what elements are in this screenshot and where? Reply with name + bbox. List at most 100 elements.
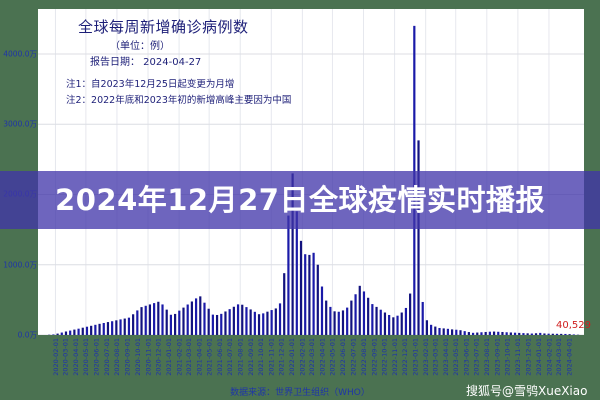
bar [463,331,466,335]
bar [312,252,315,335]
x-tick-label: 2024-04-01 [566,338,574,376]
bar [572,334,575,335]
bar [551,333,554,335]
x-tick-label: 2022-02-01 [299,338,307,376]
x-tick-label: 2021-06-01 [216,338,224,376]
bar [388,314,391,335]
bar [505,332,508,335]
x-tick-label: 2020-07-01 [103,338,111,376]
bar [194,298,198,335]
bar [182,307,185,335]
x-tick-label: 2023-11-01 [514,338,522,376]
bar [270,310,273,335]
bar [425,320,429,335]
bar [241,304,244,335]
bar [325,300,328,335]
bar [165,309,168,335]
bar [199,296,202,335]
bar [484,331,487,335]
bar [354,294,357,335]
bar [409,293,412,335]
bar [278,303,282,335]
y-tick-label: 1000.0万 [3,260,37,270]
bar [245,307,248,335]
bar [85,326,89,335]
bar [430,324,433,335]
bar [446,328,449,335]
bar [169,314,173,335]
x-tick-label: 2023-02-01 [422,338,430,376]
bar [501,331,504,335]
bar [350,300,353,335]
x-tick-label: 2020-08-01 [113,338,121,376]
bar [98,323,101,335]
bar [438,327,441,335]
x-tick-label: 2023-06-01 [462,338,470,376]
bar [253,311,256,335]
x-tick-label: 2024-03-01 [555,338,563,376]
x-tick-label: 2020-12-01 [154,338,162,376]
watermark: 搜狐号@雪鸮XueXiao [466,384,588,398]
chart-title: 全球每周新增确诊病例数 [78,18,249,36]
x-tick-label: 2020-10-01 [134,338,142,376]
bar [144,305,147,335]
x-tick-label: 2022-04-01 [319,338,327,376]
bar [329,306,332,335]
bar [262,313,265,335]
bar [392,317,395,335]
bar [543,333,546,335]
bar [228,309,231,335]
bar [291,173,294,335]
x-tick-label: 2023-08-01 [483,338,491,376]
x-tick-label: 2023-03-01 [431,338,439,376]
bar [333,311,336,335]
bar [123,318,126,335]
bar [81,327,84,335]
note-2: 注2：2022年底和2023年初的新增高峰主要因为中国 [66,95,292,106]
bar [102,322,105,335]
x-tick-label: 2021-01-01 [165,338,173,376]
bar [308,254,311,335]
bar [249,309,252,335]
bar [60,332,63,335]
bar [127,317,131,335]
x-tick-label: 2022-07-01 [349,338,357,376]
bar [136,310,139,335]
x-tick-label: 2022-05-01 [329,338,337,376]
bar [106,322,110,335]
bar [564,333,567,335]
bar [236,304,240,335]
x-tick-label: 2024-01-01 [535,338,543,376]
x-tick-label: 2021-02-01 [175,338,183,376]
headline-title: 2024年12月27日全球疫情实时播报 [55,183,545,217]
bar [77,328,80,335]
x-tick-label: 2021-04-01 [195,338,203,376]
bar [383,312,387,335]
bar [157,301,160,335]
bar [534,333,538,335]
bar [341,310,345,335]
x-tick-label: 2022-10-01 [380,338,388,376]
bar [434,326,437,335]
x-tick-label: 2021-03-01 [185,338,193,376]
headline-banner: 2024年12月27日全球疫情实时播报 [0,171,600,229]
x-tick-label: 2020-11-01 [144,338,152,376]
data-source: 数据来源：世界卫生组织（WHO） [230,388,370,398]
x-tick-label: 2022-03-01 [308,338,316,376]
bar [287,215,290,335]
bar [417,140,420,335]
bar [337,311,340,335]
bar [316,264,319,335]
bar [211,314,214,335]
bar [203,302,206,335]
bar [421,301,424,335]
x-tick-label: 2021-07-01 [226,338,234,376]
bar [568,334,571,335]
bar [69,330,72,335]
x-tick-label: 2022-11-01 [391,338,399,376]
x-tick-label: 2023-09-01 [494,338,502,376]
bar [132,314,135,335]
last-value-label: 40,529 [556,320,591,331]
x-tick-label: 2022-08-01 [360,338,368,376]
bar [115,320,118,335]
